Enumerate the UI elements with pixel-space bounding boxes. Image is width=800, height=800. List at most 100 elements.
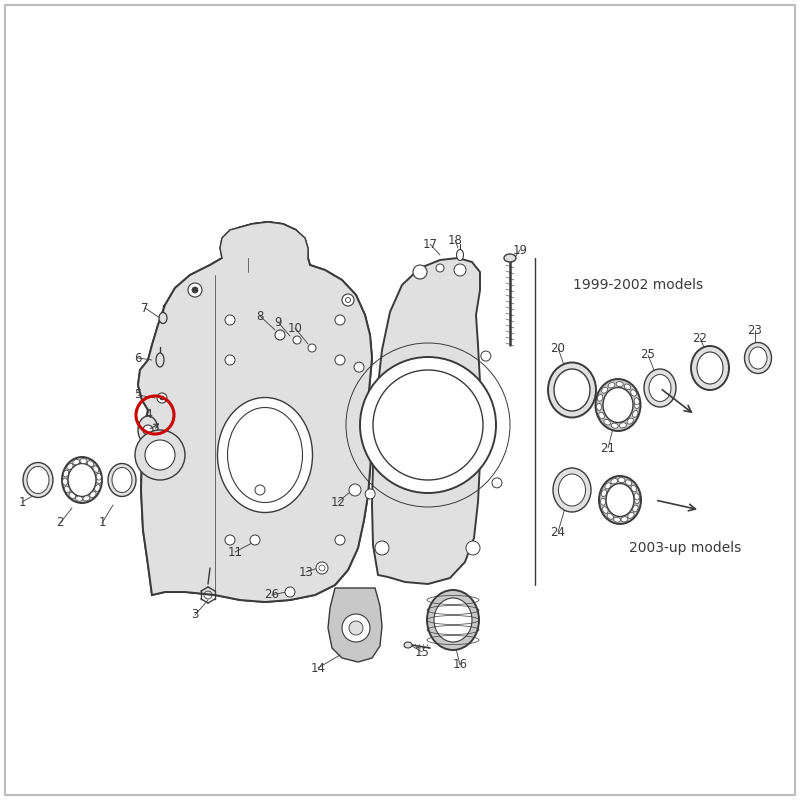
Polygon shape xyxy=(372,258,480,584)
Ellipse shape xyxy=(599,476,641,524)
Ellipse shape xyxy=(649,374,671,402)
Ellipse shape xyxy=(618,478,625,482)
Ellipse shape xyxy=(63,470,69,477)
Ellipse shape xyxy=(603,387,633,422)
Text: 20: 20 xyxy=(550,342,566,354)
Text: 2: 2 xyxy=(56,517,64,530)
Ellipse shape xyxy=(598,412,604,418)
Ellipse shape xyxy=(626,480,632,486)
Ellipse shape xyxy=(227,407,302,502)
Ellipse shape xyxy=(548,362,596,418)
Text: 10: 10 xyxy=(287,322,302,334)
Circle shape xyxy=(373,370,483,480)
Ellipse shape xyxy=(597,403,602,410)
Ellipse shape xyxy=(614,517,621,522)
Ellipse shape xyxy=(634,497,639,503)
Ellipse shape xyxy=(595,379,641,431)
Ellipse shape xyxy=(611,423,618,428)
Circle shape xyxy=(225,535,235,545)
Ellipse shape xyxy=(75,496,82,502)
Text: 18: 18 xyxy=(447,234,462,246)
Ellipse shape xyxy=(627,418,634,424)
Circle shape xyxy=(255,485,265,495)
Ellipse shape xyxy=(601,498,606,506)
Ellipse shape xyxy=(598,394,602,402)
Ellipse shape xyxy=(633,505,638,512)
Ellipse shape xyxy=(634,398,639,405)
Circle shape xyxy=(481,351,491,361)
Polygon shape xyxy=(138,222,372,602)
Ellipse shape xyxy=(606,483,634,517)
Ellipse shape xyxy=(633,410,638,418)
Ellipse shape xyxy=(156,353,164,367)
Ellipse shape xyxy=(608,382,615,388)
Circle shape xyxy=(135,430,185,480)
Circle shape xyxy=(342,294,354,306)
Circle shape xyxy=(225,355,235,365)
Ellipse shape xyxy=(644,369,676,407)
Text: 5: 5 xyxy=(134,389,142,402)
Ellipse shape xyxy=(404,642,412,648)
Text: 2003-up models: 2003-up models xyxy=(629,541,741,555)
Ellipse shape xyxy=(624,384,630,390)
Text: 3: 3 xyxy=(191,609,198,622)
Circle shape xyxy=(454,264,466,276)
Circle shape xyxy=(342,614,370,642)
Text: 12: 12 xyxy=(330,495,346,509)
Circle shape xyxy=(413,265,427,279)
Ellipse shape xyxy=(749,347,767,369)
Circle shape xyxy=(375,541,389,555)
Text: 13: 13 xyxy=(298,566,314,578)
Ellipse shape xyxy=(604,419,610,425)
Text: 1999-2002 models: 1999-2002 models xyxy=(573,278,703,292)
Ellipse shape xyxy=(90,492,96,498)
Circle shape xyxy=(285,587,295,597)
Circle shape xyxy=(335,535,345,545)
Ellipse shape xyxy=(80,458,87,463)
Ellipse shape xyxy=(630,390,637,396)
Ellipse shape xyxy=(504,254,516,262)
Ellipse shape xyxy=(96,474,102,480)
Ellipse shape xyxy=(62,457,102,503)
Ellipse shape xyxy=(93,466,98,472)
Text: 22: 22 xyxy=(693,331,707,345)
Circle shape xyxy=(335,355,345,365)
Ellipse shape xyxy=(745,342,771,374)
Ellipse shape xyxy=(616,382,623,386)
Ellipse shape xyxy=(218,398,313,513)
Ellipse shape xyxy=(23,462,53,498)
Ellipse shape xyxy=(73,459,79,465)
Ellipse shape xyxy=(94,485,100,491)
Ellipse shape xyxy=(691,346,729,390)
Circle shape xyxy=(436,264,444,272)
Circle shape xyxy=(466,541,480,555)
Text: 11: 11 xyxy=(227,546,242,558)
Circle shape xyxy=(145,440,175,470)
Ellipse shape xyxy=(621,517,628,522)
Text: 8: 8 xyxy=(256,310,264,322)
Text: 14: 14 xyxy=(310,662,326,674)
Circle shape xyxy=(160,396,164,400)
Ellipse shape xyxy=(610,478,618,484)
Ellipse shape xyxy=(69,493,75,498)
Circle shape xyxy=(308,344,316,352)
Ellipse shape xyxy=(68,463,96,497)
Ellipse shape xyxy=(108,463,136,497)
Circle shape xyxy=(349,621,363,635)
Text: 1: 1 xyxy=(18,495,26,509)
Circle shape xyxy=(143,425,153,435)
Ellipse shape xyxy=(619,422,626,428)
Ellipse shape xyxy=(631,486,637,492)
Ellipse shape xyxy=(65,486,70,493)
Ellipse shape xyxy=(87,461,94,466)
Ellipse shape xyxy=(67,463,73,470)
Ellipse shape xyxy=(553,468,591,512)
Ellipse shape xyxy=(427,590,479,650)
Text: 16: 16 xyxy=(453,658,467,671)
Circle shape xyxy=(192,287,198,293)
Text: 9: 9 xyxy=(274,315,282,329)
Circle shape xyxy=(335,315,345,325)
Text: 6: 6 xyxy=(134,351,142,365)
Ellipse shape xyxy=(138,416,158,444)
Text: 24: 24 xyxy=(550,526,566,538)
